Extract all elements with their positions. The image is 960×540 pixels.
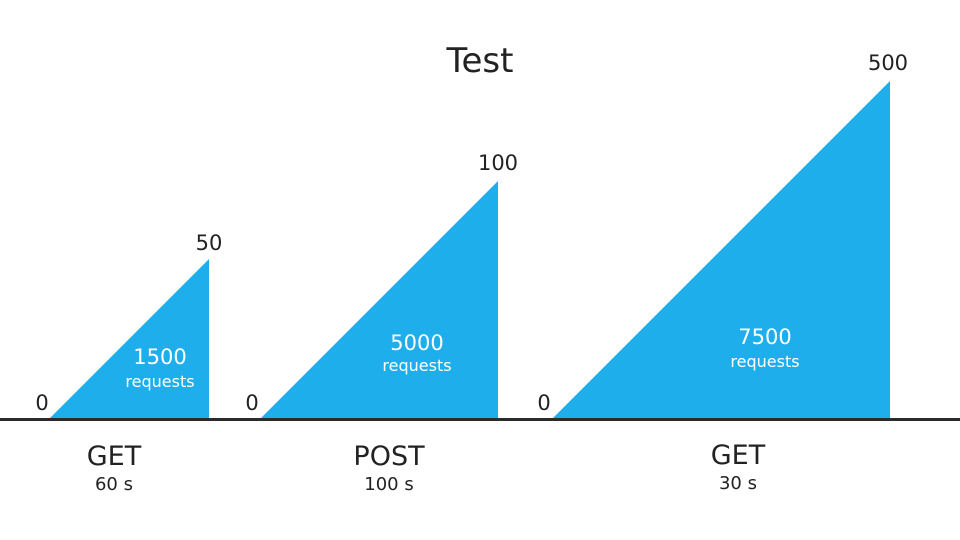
stage-1: 0 50 1500 requests GET 60 s xyxy=(35,231,222,495)
end-value-label: 500 xyxy=(868,51,908,75)
request-unit: requests xyxy=(125,372,194,391)
ramp-triangle xyxy=(553,81,890,418)
request-total: 7500 xyxy=(738,325,791,349)
ramp-triangle xyxy=(261,181,498,418)
stage-duration: 30 s xyxy=(719,473,757,494)
http-method: GET xyxy=(87,441,142,472)
http-method: POST xyxy=(353,441,425,472)
request-unit: requests xyxy=(382,356,451,375)
stage-duration: 100 s xyxy=(364,474,413,495)
stage-duration: 60 s xyxy=(95,474,133,495)
stage-2: 0 100 5000 requests POST 100 s xyxy=(245,151,518,495)
request-unit: requests xyxy=(730,352,799,371)
stage-3: 0 500 7500 requests GET 30 s xyxy=(537,51,908,494)
start-value-label: 0 xyxy=(245,391,258,415)
start-value-label: 0 xyxy=(537,391,550,415)
http-method: GET xyxy=(711,440,766,471)
start-value-label: 0 xyxy=(35,391,48,415)
request-total: 1500 xyxy=(133,345,186,369)
diagram-title: Test xyxy=(446,41,514,81)
request-total: 5000 xyxy=(390,331,443,355)
time-axis-baseline xyxy=(0,418,960,421)
end-value-label: 100 xyxy=(478,151,518,175)
end-value-label: 50 xyxy=(196,231,223,255)
ramp-triangle xyxy=(50,259,209,418)
